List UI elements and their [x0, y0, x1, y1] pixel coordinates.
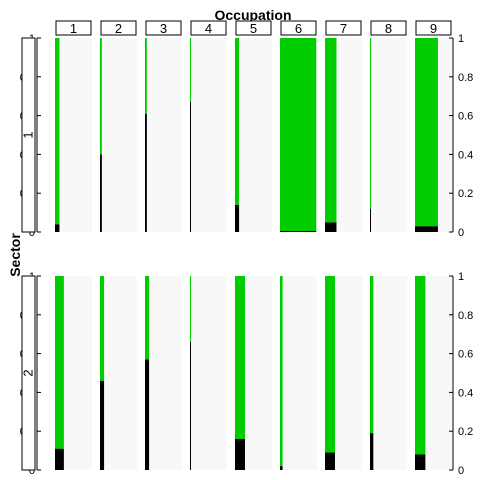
- bar-black-2-4: [190, 341, 191, 470]
- column-strip-7: [325, 20, 362, 36]
- bar-green-2-2: [100, 276, 105, 381]
- cell-background-1-3: [145, 38, 182, 232]
- row-strip-2: [21, 275, 36, 471]
- bar-green-2-3: [145, 276, 150, 360]
- bar-black-2-5: [235, 438, 245, 470]
- bar-green-1-2: [100, 38, 102, 155]
- cell-background-1-2: [100, 38, 137, 232]
- bar-green-1-6: [280, 38, 317, 232]
- bar-black-1-8: [370, 208, 371, 232]
- bar-black-1-6: [280, 231, 317, 232]
- bar-black-1-1: [55, 224, 60, 232]
- cell-background-2-6: [280, 276, 317, 470]
- chart-marks: 1 2 3 4 5 6 7 8 9 0 0.2 0.4 0.6 0.8 1 0 0.2 0.4 0.6 0.8 1 1 0 0…: [20, 20, 473, 477]
- right-tick-label-2-3: 0.6: [458, 349, 473, 361]
- right-tick-label-1-0: 0: [458, 227, 464, 239]
- left-tick-label-2-0: 0: [29, 465, 35, 477]
- bar-green-1-4: [190, 38, 191, 103]
- column-label-1: 1: [70, 21, 77, 36]
- right-tick-label-1-3: 0.6: [458, 111, 473, 123]
- bar-green-1-5: [235, 38, 240, 205]
- column-strip-6: [280, 20, 317, 36]
- column-strip-3: [145, 20, 182, 36]
- bar-black-1-4: [190, 102, 191, 233]
- right-tick-label-2-4: 0.8: [458, 310, 473, 322]
- bar-black-2-6: [280, 466, 283, 470]
- column-label-5: 5: [250, 21, 257, 36]
- left-tick-label-1-0: 0: [29, 227, 35, 239]
- bar-green-2-4: [190, 276, 191, 342]
- row-label-1: 1: [21, 131, 36, 138]
- cell-background-2-4: [190, 276, 227, 470]
- row-strip-1: [21, 37, 36, 233]
- bar-green-2-7: [325, 276, 335, 453]
- right-tick-label-2-0: 0: [458, 465, 464, 477]
- cell-background-1-8: [370, 38, 407, 232]
- bar-black-2-1: [55, 448, 64, 470]
- bar-green-2-6: [280, 276, 283, 467]
- column-label-6: 6: [295, 21, 302, 36]
- right-tick-label-1-2: 0.4: [458, 149, 473, 161]
- cell-background-2-2: [100, 276, 137, 470]
- bar-green-1-9: [415, 38, 438, 227]
- bar-green-2-8: [370, 276, 374, 434]
- cell-background-1-5: [235, 38, 272, 232]
- right-tick-label-2-2: 0.4: [458, 387, 473, 399]
- right-tick-label-1-4: 0.8: [458, 72, 473, 84]
- bar-black-2-7: [325, 452, 335, 470]
- column-strip-9: [415, 20, 452, 36]
- bar-black-1-5: [235, 204, 240, 232]
- right-tick-label-1-1: 0.2: [458, 188, 473, 200]
- column-strip-5: [235, 20, 272, 36]
- bar-black-1-9: [415, 226, 438, 232]
- cell-background-2-3: [145, 276, 182, 470]
- bar-black-1-2: [100, 154, 102, 232]
- bar-green-1-3: [145, 38, 147, 114]
- column-label-4: 4: [205, 21, 212, 36]
- chart-title: Occupation: [214, 7, 291, 23]
- bar-green-2-9: [415, 276, 426, 455]
- bar-black-2-9: [415, 454, 426, 470]
- bar-black-2-8: [370, 433, 374, 470]
- cell-background-1-4: [190, 38, 227, 232]
- bar-black-1-7: [325, 222, 337, 232]
- column-label-2: 2: [115, 21, 122, 36]
- right-tick-label-2-5: 1: [458, 271, 464, 283]
- bar-green-1-7: [325, 38, 337, 223]
- column-strip-1: [55, 20, 92, 36]
- column-strip-4: [190, 20, 227, 36]
- column-label-3: 3: [160, 21, 167, 36]
- bar-green-2-5: [235, 276, 245, 439]
- right-tick-label-1-5: 1: [458, 33, 464, 45]
- bar-green-1-1: [55, 38, 60, 225]
- row-label-2: 2: [21, 369, 36, 376]
- bar-black-2-3: [145, 359, 150, 470]
- column-label-7: 7: [340, 21, 347, 36]
- bar-green-2-1: [55, 276, 64, 449]
- column-strip-2: [100, 20, 137, 36]
- right-tick-label-2-1: 0.2: [458, 426, 473, 438]
- column-label-9: 9: [430, 21, 437, 36]
- bar-green-1-8: [370, 38, 371, 209]
- cell-background-1-1: [55, 38, 92, 232]
- column-strip-8: [370, 20, 407, 36]
- y-axis-label: Sector: [7, 233, 23, 277]
- bar-black-2-2: [100, 380, 105, 470]
- bar-black-1-3: [145, 113, 147, 232]
- cell-background-2-8: [370, 276, 407, 470]
- column-label-8: 8: [385, 21, 392, 36]
